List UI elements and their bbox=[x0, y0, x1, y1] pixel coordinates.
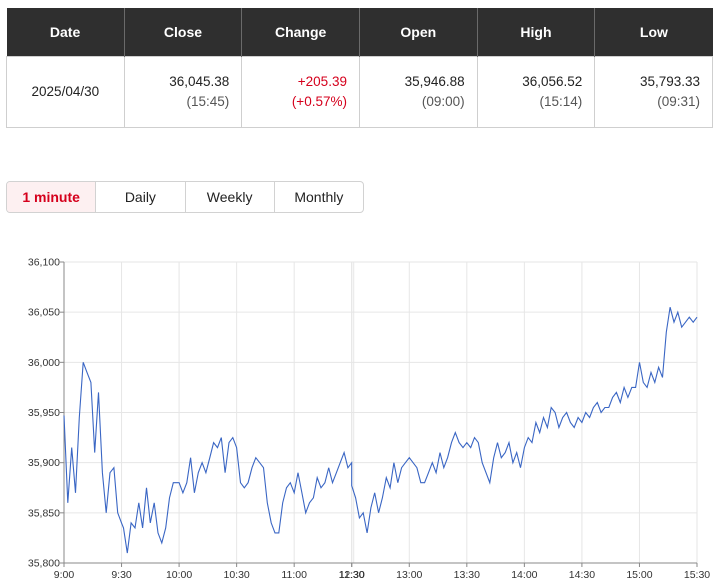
close-value: 36,045.38 bbox=[169, 74, 230, 89]
x-tick-label: 10:30 bbox=[223, 569, 249, 581]
header-low: Low bbox=[594, 8, 713, 57]
low-value: 35,793.33 bbox=[639, 74, 700, 89]
x-tick-label: 12:30 bbox=[339, 569, 365, 581]
header-open: Open bbox=[358, 8, 478, 57]
open-time: (09:00) bbox=[421, 94, 465, 109]
x-tick-label: 13:30 bbox=[454, 569, 480, 581]
low-time: (09:31) bbox=[657, 94, 700, 109]
y-tick-labels: 35,800 35,850 35,900 35,950 36,000 36,050 36,1… bbox=[28, 257, 60, 570]
tab-daily[interactable]: Daily bbox=[95, 182, 184, 212]
header-close: Close bbox=[123, 8, 242, 57]
close-time: (15:45) bbox=[186, 94, 230, 109]
y-tick-label: 35,850 bbox=[28, 507, 60, 519]
header-change: Change bbox=[241, 8, 360, 57]
x-tick-label: 14:00 bbox=[511, 569, 537, 581]
chart-grid bbox=[63, 261, 698, 564]
y-tick-label: 35,950 bbox=[28, 407, 60, 419]
high-value: 36,056.52 bbox=[522, 74, 583, 89]
period-tabs: 1 minute Daily Weekly Monthly bbox=[6, 181, 364, 213]
x-tick-label: 14:30 bbox=[569, 569, 595, 581]
high-cell: 36,056.52 (15:14) bbox=[476, 56, 596, 128]
header-high: High bbox=[476, 8, 595, 57]
change-cell: +205.39 (+0.57%) bbox=[241, 56, 360, 128]
x-tick-label: 11:00 bbox=[281, 569, 307, 581]
open-value: 35,946.88 bbox=[404, 74, 465, 89]
y-tick-label: 36,100 bbox=[28, 257, 60, 269]
change-value: +205.39 bbox=[297, 74, 347, 89]
high-time: (15:14) bbox=[539, 94, 583, 109]
date-cell: 2025/04/30 bbox=[6, 56, 125, 128]
tab-monthly[interactable]: Monthly bbox=[273, 182, 363, 212]
close-cell: 36,045.38 (15:45) bbox=[123, 56, 243, 128]
open-cell: 35,946.88 (09:00) bbox=[358, 56, 478, 128]
y-tick-label: 35,900 bbox=[28, 457, 60, 469]
change-percent: (+0.57%) bbox=[291, 94, 347, 109]
y-tick-label: 35,800 bbox=[28, 558, 60, 570]
quote-table: Date Close Change Open High Low 2025/04/… bbox=[6, 8, 713, 128]
y-tick-label: 36,000 bbox=[28, 357, 60, 369]
x-tick-label: 9:30 bbox=[111, 569, 132, 581]
header-date: Date bbox=[6, 8, 125, 57]
x-tick-label: 10:00 bbox=[166, 569, 192, 581]
low-cell: 35,793.33 (09:31) bbox=[594, 56, 713, 128]
y-tick-label: 36,050 bbox=[28, 307, 60, 319]
x-tick-label: 15:30 bbox=[684, 569, 710, 581]
quote-data-row: 2025/04/30 36,045.38 (15:45) +205.39 (+0… bbox=[6, 56, 713, 128]
chart-axes bbox=[60, 261, 698, 567]
quote-header-row: Date Close Change Open High Low bbox=[6, 8, 713, 57]
price-series-line bbox=[63, 307, 698, 554]
x-tick-label: 9:00 bbox=[54, 569, 75, 581]
x-tick-label: 15:00 bbox=[626, 569, 652, 581]
tab-1-minute[interactable]: 1 minute bbox=[7, 182, 96, 212]
tab-weekly[interactable]: Weekly bbox=[184, 182, 274, 212]
x-tick-label: 11:30 bbox=[339, 569, 365, 581]
intraday-line-chart: 35,800 35,850 35,900 35,950 36,000 36,050 36,1… bbox=[28, 257, 711, 582]
x-tick-label: 13:00 bbox=[396, 569, 422, 581]
